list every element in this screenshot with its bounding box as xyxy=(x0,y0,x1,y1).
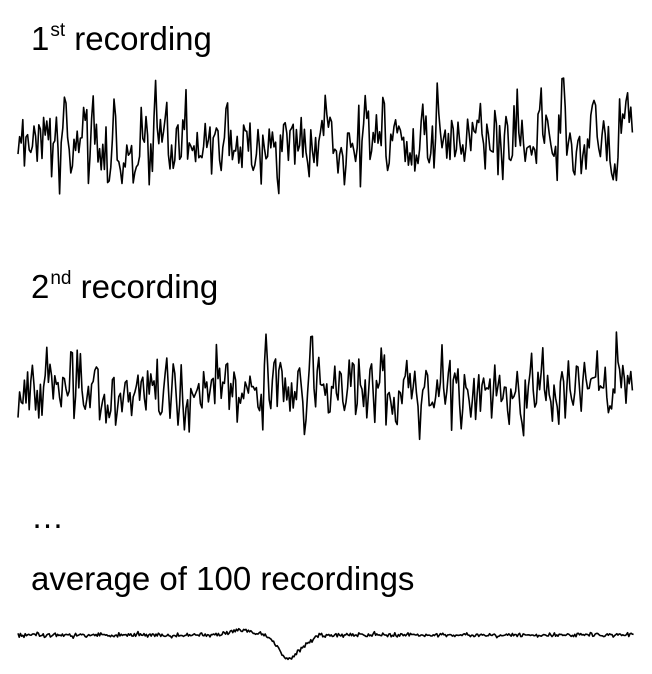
second-recording-text: recording xyxy=(71,268,219,305)
first-recording-trace xyxy=(17,77,634,195)
second-recording-number: 2 xyxy=(31,268,50,305)
average-waveform xyxy=(17,627,634,661)
second-recording-trace xyxy=(17,331,634,441)
first-recording-suffix: st xyxy=(50,20,66,41)
first-recording-text: recording xyxy=(65,20,212,57)
first-recording-label: 1st recording xyxy=(31,20,212,57)
second-recording-suffix: nd xyxy=(50,268,72,289)
average-trace xyxy=(17,627,634,661)
ellipsis-text: … xyxy=(31,498,64,535)
second-recording-waveform xyxy=(17,331,634,441)
first-recording-number: 1 xyxy=(31,20,50,57)
first-recording-waveform xyxy=(17,77,634,195)
second-recording-label: 2nd recording xyxy=(31,268,219,305)
average-label: average of 100 recordings xyxy=(31,560,415,597)
